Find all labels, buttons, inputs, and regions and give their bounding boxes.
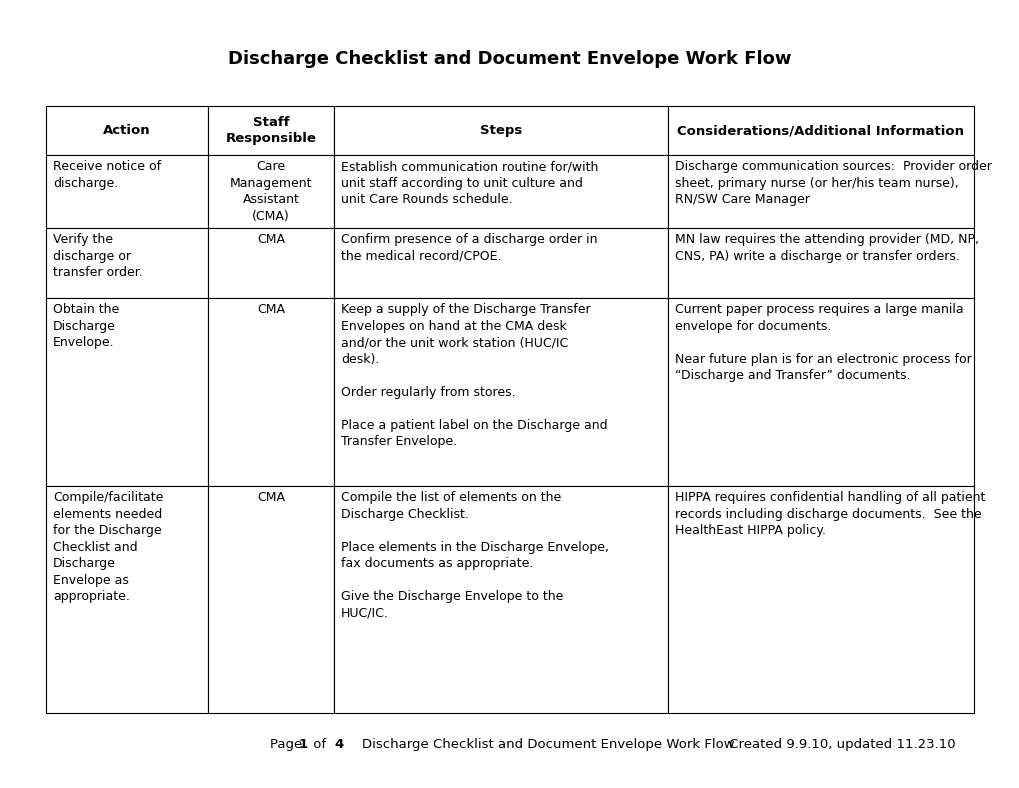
Text: Staff
Responsible: Staff Responsible: [225, 116, 316, 146]
Bar: [333, 106, 667, 155]
Bar: [333, 155, 667, 228]
Text: Keep a supply of the Discharge Transfer
Envelopes on hand at the CMA desk
and/or: Keep a supply of the Discharge Transfer …: [340, 303, 606, 448]
Bar: [208, 106, 333, 155]
Bar: [208, 228, 333, 298]
Text: Steps: Steps: [479, 125, 522, 137]
Text: Care
Management
Assistant
(CMA): Care Management Assistant (CMA): [229, 161, 312, 223]
Text: Confirm presence of a discharge order in
the medical record/CPOE.: Confirm presence of a discharge order in…: [340, 233, 597, 262]
Text: CMA: CMA: [257, 233, 284, 246]
Text: Discharge Checklist and Document Envelope Work Flow: Discharge Checklist and Document Envelop…: [228, 50, 791, 68]
Bar: [333, 228, 667, 298]
Bar: [667, 155, 973, 228]
Text: MN law requires the attending provider (MD, NP,
CNS, PA) write a discharge or tr: MN law requires the attending provider (…: [675, 233, 978, 262]
Text: HIPPA requires confidential handling of all patient
records including discharge : HIPPA requires confidential handling of …: [675, 491, 984, 537]
Text: Establish communication routine for/with
unit staff according to unit culture an: Establish communication routine for/with…: [340, 161, 597, 206]
Bar: [333, 485, 667, 713]
Text: CMA: CMA: [257, 303, 284, 316]
Text: Compile/facilitate
elements needed
for the Discharge
Checklist and
Discharge
Env: Compile/facilitate elements needed for t…: [53, 491, 163, 603]
Text: CMA: CMA: [257, 491, 284, 504]
Text: Page: Page: [270, 738, 307, 751]
Bar: [667, 106, 973, 155]
Text: of: of: [309, 738, 330, 751]
Text: Considerations/Additional Information: Considerations/Additional Information: [677, 125, 964, 137]
Text: Created 9.9.10, updated 11.23.10: Created 9.9.10, updated 11.23.10: [707, 738, 955, 751]
Text: Discharge communication sources:  Provider order
sheet, primary nurse (or her/hi: Discharge communication sources: Provide…: [675, 161, 990, 206]
Text: Current paper process requires a large manila
envelope for documents.

Near futu: Current paper process requires a large m…: [675, 303, 971, 382]
Bar: [46, 485, 208, 713]
Bar: [667, 298, 973, 485]
Bar: [46, 106, 208, 155]
Bar: [667, 485, 973, 713]
Text: Receive notice of
discharge.: Receive notice of discharge.: [53, 161, 161, 190]
Text: Action: Action: [103, 125, 151, 137]
Bar: [208, 298, 333, 485]
Bar: [46, 155, 208, 228]
Text: Verify the
discharge or
transfer order.: Verify the discharge or transfer order.: [53, 233, 143, 279]
Bar: [46, 298, 208, 485]
Bar: [333, 298, 667, 485]
Bar: [208, 155, 333, 228]
Text: Obtain the
Discharge
Envelope.: Obtain the Discharge Envelope.: [53, 303, 119, 349]
Text: 4: 4: [334, 738, 343, 751]
Bar: [46, 228, 208, 298]
Text: 1: 1: [299, 738, 308, 751]
Text: Compile the list of elements on the
Discharge Checklist.

Place elements in the : Compile the list of elements on the Disc…: [340, 491, 608, 619]
Bar: [208, 485, 333, 713]
Bar: [667, 228, 973, 298]
Text: Discharge Checklist and Document Envelope Work Flow: Discharge Checklist and Document Envelop…: [344, 738, 734, 751]
